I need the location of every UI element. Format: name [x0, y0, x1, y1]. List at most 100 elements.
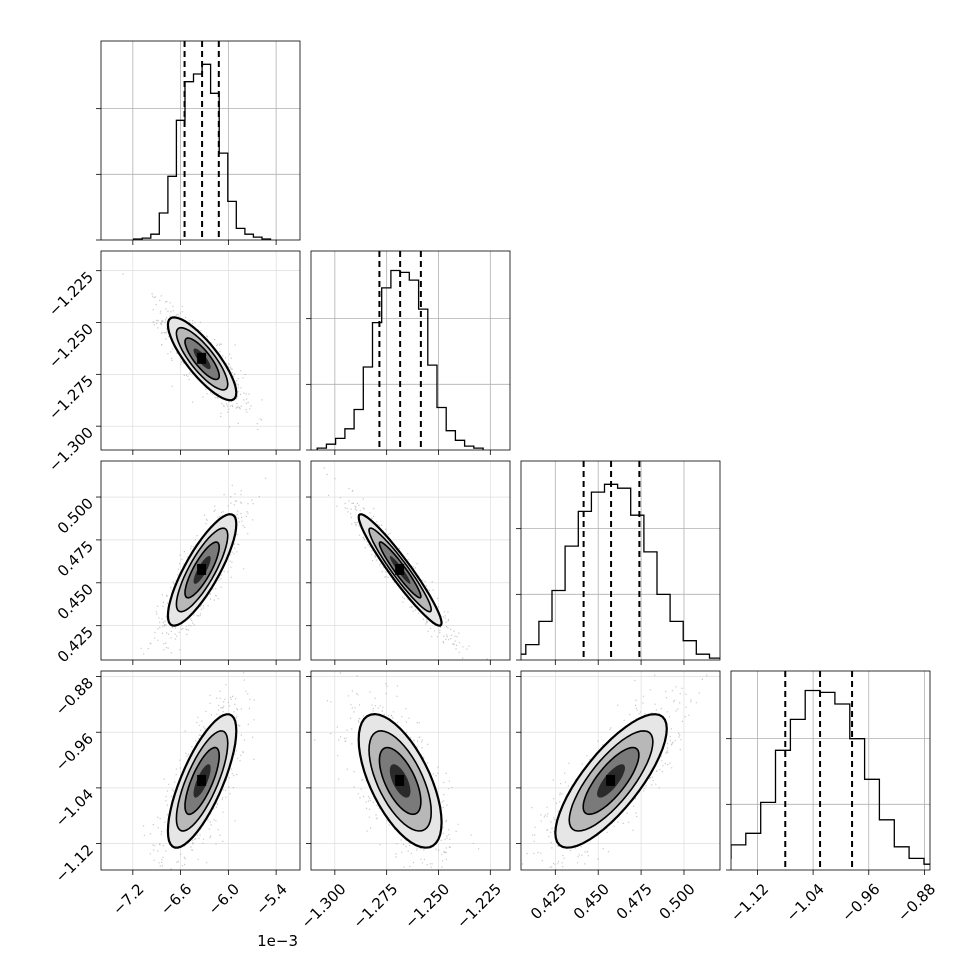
x-tick-label: 0.450 [570, 880, 613, 923]
axes-frame [100, 460, 301, 661]
density-peak-bin [197, 352, 207, 364]
histogram-bin [400, 272, 409, 450]
contour-line [554, 713, 668, 849]
y-tick-label: 0.500 [54, 494, 97, 537]
histogram-bin [151, 234, 160, 240]
histogram-bin [539, 621, 552, 660]
contour-line [368, 729, 433, 832]
histogram-bin [245, 234, 254, 240]
x-tick-label: −0.88 [894, 880, 939, 925]
y-tick-label: 0.475 [54, 537, 97, 580]
density-peak-bin [197, 563, 207, 575]
contour-line [378, 541, 422, 599]
histogram-bin [354, 409, 363, 450]
contour-line [378, 746, 422, 816]
y-tick-label: −1.04 [52, 785, 97, 830]
histogram-bin [159, 213, 168, 240]
density-peak-bin [395, 774, 405, 786]
contour-line [568, 730, 654, 832]
pair-panel-3-2 [516, 670, 721, 875]
contour-line [166, 713, 238, 849]
histogram-bin [428, 365, 437, 450]
histogram-bin [345, 429, 354, 450]
x-tick-label: −7.2 [109, 880, 147, 918]
contour-line [184, 337, 221, 381]
histogram-bin [513, 654, 526, 660]
x-tick-label: −6.0 [205, 880, 243, 918]
pair-plot-area [311, 461, 510, 660]
y-tick-label: −1.300 [45, 423, 97, 475]
contour-line [368, 527, 433, 613]
hist-panel-2 [513, 460, 721, 665]
histogram-bin [924, 864, 939, 870]
x-tick-label: −6.6 [157, 880, 195, 918]
histogram-bin [194, 74, 203, 240]
histogram-bin [879, 820, 894, 870]
histogram-bin [805, 690, 820, 870]
y-tick-label: −1.275 [45, 372, 97, 424]
histogram-bin [236, 228, 245, 240]
pair-panel-3-1 [306, 670, 511, 875]
x-tick-label: −1.225 [453, 880, 505, 932]
histogram-bin [683, 641, 696, 660]
histogram-bin [670, 621, 683, 660]
contour-line [357, 513, 443, 627]
hist-panel-3 [701, 670, 954, 875]
y-tick-label: 0.425 [54, 623, 97, 666]
axes-frame [520, 460, 721, 661]
histogram-bin [820, 692, 835, 870]
axes-frame [310, 250, 511, 451]
x-tick-label: −1.250 [401, 880, 453, 932]
y-tick-label: 0.450 [54, 580, 97, 623]
y-tick-label: −1.250 [45, 320, 97, 372]
histogram-bin [168, 176, 177, 240]
contour-line [166, 316, 238, 402]
histogram-bin [202, 64, 211, 240]
hist-panel-1 [306, 250, 511, 455]
contour-line [184, 746, 221, 816]
y-tick-label: −1.12 [52, 841, 97, 886]
histogram-bin [391, 270, 400, 450]
pair-plot-area [101, 461, 300, 660]
histogram-bin [746, 833, 761, 870]
x-tick-label: 0.475 [613, 880, 656, 923]
contour-line [175, 527, 229, 613]
hist-panel-0 [96, 40, 301, 245]
y-tick-label: −0.96 [52, 730, 97, 775]
histogram-bin [731, 845, 746, 870]
pair-plot-area [101, 251, 300, 450]
histogram-bin [909, 858, 924, 870]
histogram-bin [790, 719, 805, 870]
y-tick-label: −0.88 [52, 674, 97, 719]
x-tick-label: −1.275 [349, 880, 401, 932]
axes-frame [100, 40, 301, 241]
contour-line [357, 712, 443, 849]
x-tick-label: 0.425 [527, 880, 570, 923]
contour-line [184, 541, 221, 599]
histogram-bin [455, 440, 464, 450]
histogram-bin [565, 546, 578, 660]
histogram-bin [776, 750, 791, 870]
pair-panel-2-1 [306, 460, 511, 665]
histogram-bin [644, 552, 657, 660]
histogram-bin [185, 82, 194, 240]
histogram-bin [578, 511, 591, 660]
histogram-bin [336, 438, 345, 450]
histogram-bin [701, 864, 716, 870]
axes-frame [520, 670, 721, 871]
pair-panel-1-0 [96, 250, 301, 455]
y-tick-label: −1.225 [45, 268, 97, 320]
histogram-bin [939, 868, 954, 870]
axes-frame [310, 460, 511, 661]
pair-panel-2-0 [96, 460, 301, 665]
histogram-bin [552, 591, 565, 660]
x-tick-label: −1.12 [727, 880, 772, 925]
pair-plot-area [521, 671, 720, 870]
histogram-bin [446, 431, 455, 450]
axis-offset-label: 1e−3 [257, 932, 298, 950]
histogram-bin [363, 367, 372, 450]
histogram-bin [894, 847, 909, 870]
histogram-bin [526, 645, 539, 660]
histogram-bin [326, 444, 335, 450]
